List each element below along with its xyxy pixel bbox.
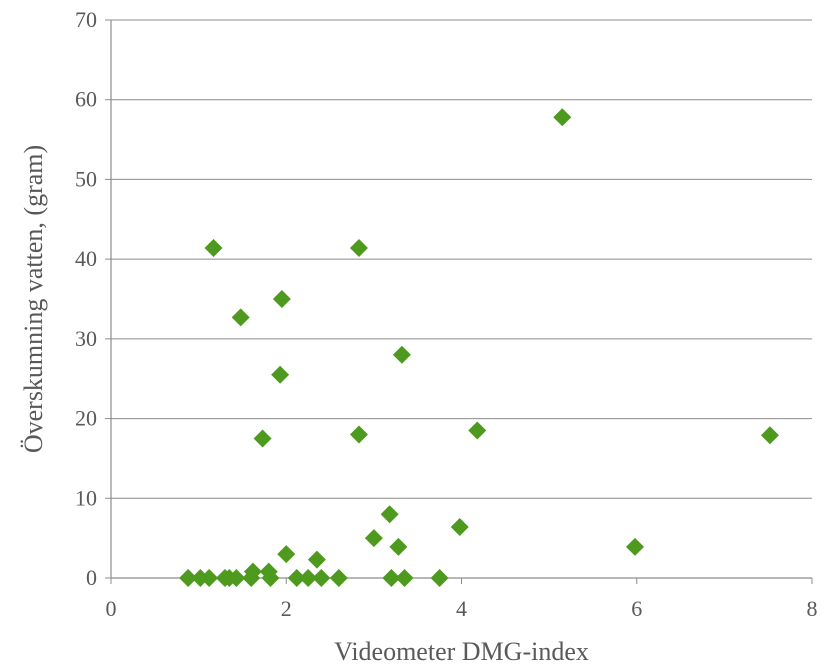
y-tick-label: 50 xyxy=(75,166,97,191)
data-point xyxy=(382,569,401,587)
data-point xyxy=(307,550,326,569)
data-point xyxy=(253,429,272,448)
data-point xyxy=(760,426,779,445)
data-point xyxy=(227,569,246,587)
y-tick-label: 30 xyxy=(75,326,97,351)
data-point xyxy=(625,537,644,556)
data-point xyxy=(259,562,278,581)
x-axis-ticks: 0 2 4 6 8 xyxy=(106,578,818,621)
data-point xyxy=(450,517,469,536)
data-point xyxy=(272,290,291,308)
x-tick-label: 0 xyxy=(106,596,117,621)
data-point xyxy=(277,545,296,564)
data-point xyxy=(299,569,318,587)
data-point xyxy=(380,505,399,524)
data-point xyxy=(468,421,487,440)
data-point xyxy=(430,569,449,587)
x-tick-label: 6 xyxy=(631,596,642,621)
y-tick-label: 70 xyxy=(75,7,97,32)
y-tick-label: 60 xyxy=(75,87,97,112)
data-point xyxy=(287,569,306,587)
data-point xyxy=(553,108,572,127)
y-axis-ticks: 0 10 20 30 40 50 60 70 xyxy=(75,7,111,590)
x-axis-title: Videometer DMG-index xyxy=(334,637,589,666)
data-points xyxy=(179,108,779,587)
gridlines xyxy=(111,19,812,499)
y-tick-label: 0 xyxy=(86,565,97,590)
data-point xyxy=(389,537,408,556)
data-point xyxy=(364,529,383,548)
data-point xyxy=(329,569,348,587)
data-point xyxy=(271,365,290,384)
x-tick-label: 8 xyxy=(807,596,818,621)
x-tick-label: 2 xyxy=(281,596,292,621)
data-point xyxy=(231,308,250,327)
data-point xyxy=(312,569,331,587)
data-point xyxy=(392,345,411,364)
data-point xyxy=(395,569,414,587)
y-tick-label: 40 xyxy=(75,246,97,271)
x-tick-label: 4 xyxy=(456,596,467,621)
data-point xyxy=(204,238,223,257)
data-point xyxy=(200,569,219,587)
data-point xyxy=(349,425,368,444)
y-axis-title: Överskumning vatten, (gram) xyxy=(19,145,48,453)
data-point xyxy=(349,238,368,257)
y-tick-label: 20 xyxy=(75,406,97,431)
data-point xyxy=(243,562,262,581)
y-tick-label: 10 xyxy=(75,485,97,510)
data-point xyxy=(179,569,198,587)
